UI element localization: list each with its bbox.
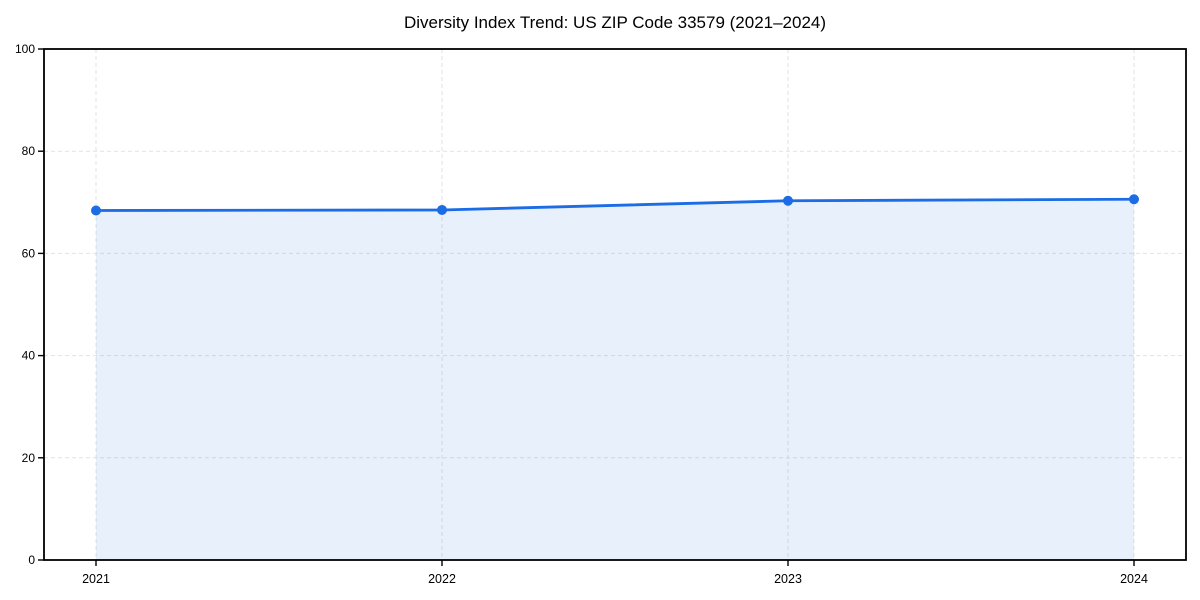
y-tick-label: 80 (22, 144, 36, 158)
data-point-marker (783, 195, 793, 206)
x-tick-label: 2021 (82, 572, 110, 586)
y-tick-label: 100 (15, 42, 35, 56)
data-point-marker (91, 205, 101, 216)
data-point-marker (437, 204, 447, 215)
y-tick-label: 60 (22, 246, 36, 260)
x-tick-label: 2022 (428, 572, 456, 586)
x-tick-label: 2023 (774, 572, 802, 586)
x-tick-label: 2024 (1120, 572, 1148, 586)
chart-title: Diversity Index Trend: US ZIP Code 33579… (403, 13, 827, 32)
data-point-marker (1129, 194, 1139, 205)
y-tick-label: 40 (22, 349, 36, 363)
y-tick-label: 20 (22, 451, 36, 465)
area-fill (96, 199, 1134, 560)
plot-border (43, 48, 1187, 561)
y-tick-label: 0 (28, 553, 35, 567)
trend-line (94, 197, 1136, 212)
